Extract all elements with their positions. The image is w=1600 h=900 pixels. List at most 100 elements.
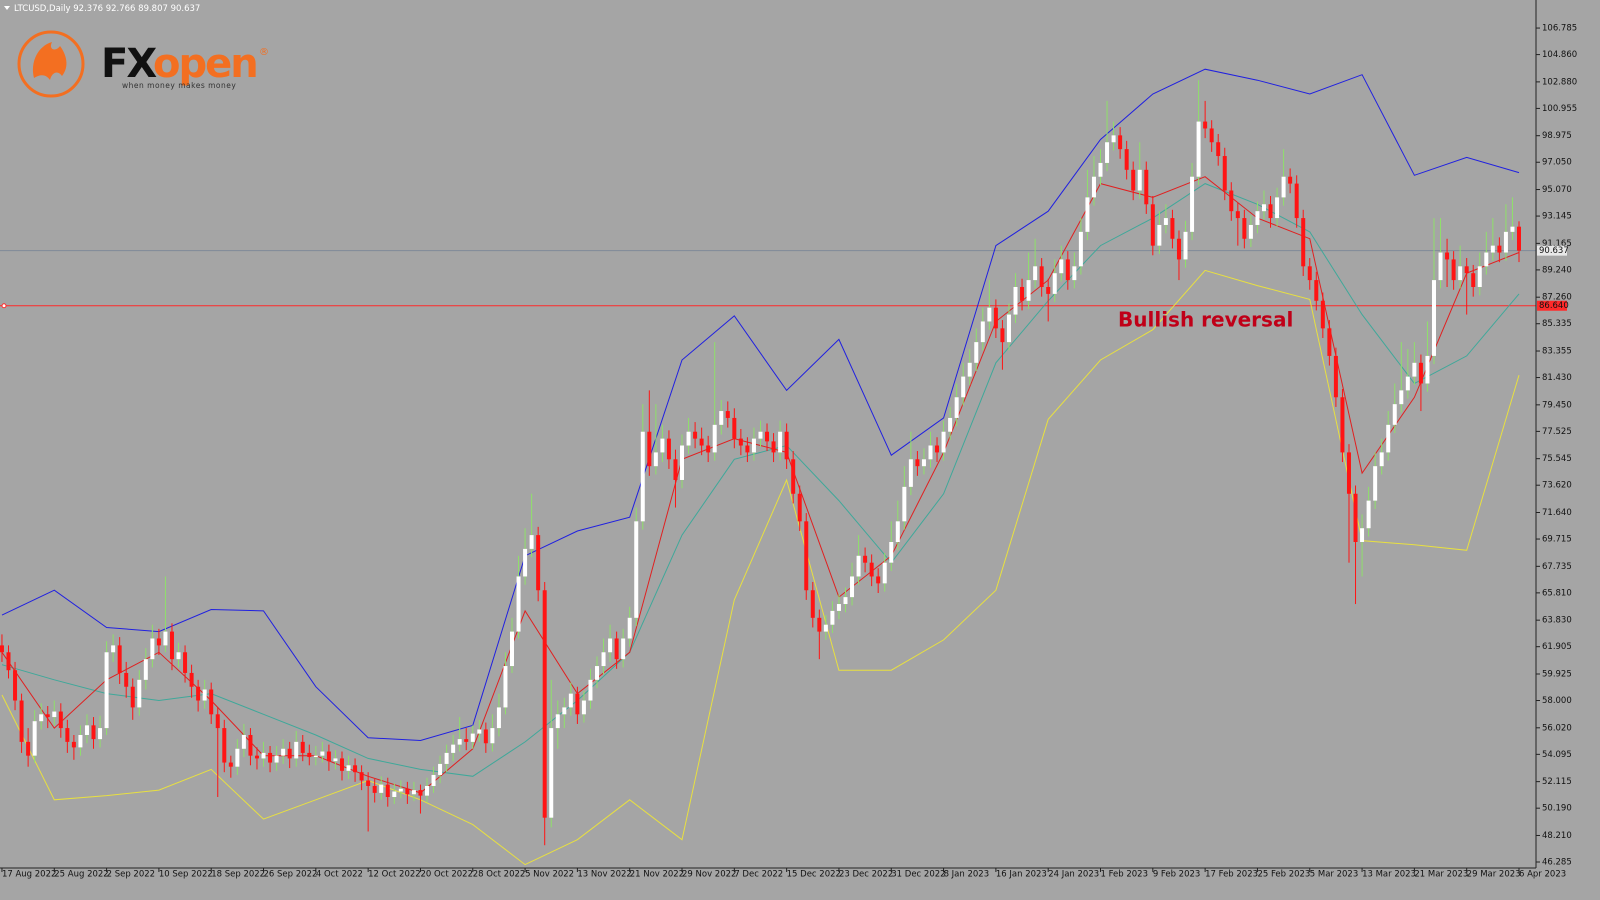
plot-area (0, 68, 1536, 866)
x-tick-label: 23 Dec 2022 (839, 870, 893, 880)
candle-body (627, 617, 632, 639)
x-tick-label: 16 Jan 2023 (996, 870, 1047, 880)
candle-body (1144, 169, 1149, 205)
candle-body (608, 638, 613, 653)
candle-body (1046, 286, 1051, 294)
candle-body (725, 411, 730, 418)
candle-body (908, 459, 913, 487)
logo-registered: ® (259, 47, 269, 58)
candle-body (248, 734, 253, 756)
candle-body (398, 788, 403, 792)
candle-body (1078, 231, 1083, 267)
candle-body (660, 438, 665, 453)
candle-body (889, 542, 894, 563)
level-label-bg (1537, 300, 1567, 311)
x-tick-label: 7 Dec 2022 (734, 870, 783, 880)
candle-body (111, 645, 116, 653)
candle-body (1431, 280, 1436, 356)
candle-body (392, 791, 397, 798)
candle-body (1425, 355, 1430, 384)
candle-body (78, 734, 83, 748)
candle-body (1000, 328, 1005, 343)
x-tick-label: 28 Oct 2022 (473, 870, 526, 880)
candle-body (719, 411, 724, 425)
candle-body (745, 445, 750, 453)
y-tick-label: 59.925 (1542, 669, 1572, 679)
candle-body (307, 752, 312, 758)
candle-body (339, 758, 344, 771)
candle-body (202, 689, 207, 701)
candle-body (542, 590, 547, 818)
candle-body (621, 638, 626, 660)
candle-body (1301, 218, 1306, 267)
candle-body (189, 672, 194, 687)
candle-body (235, 748, 240, 767)
candle-body (1222, 156, 1227, 191)
candle-body (359, 772, 364, 781)
candle-body (1438, 252, 1443, 281)
candle-body (215, 714, 220, 729)
candle-body (536, 535, 541, 591)
candle-body (974, 342, 979, 363)
candle-body (1209, 128, 1214, 143)
candle-body (1170, 218, 1175, 239)
level-anchor (1, 303, 7, 309)
indicator-line (1, 68, 1520, 742)
candle-body (850, 576, 855, 598)
y-tick-label: 77.525 (1542, 427, 1572, 437)
candle-body (65, 728, 70, 742)
x-tick-label: 6 Apr 2023 (1519, 870, 1566, 880)
candle-body (52, 711, 57, 718)
candle-body (117, 645, 122, 673)
candle-body (1013, 286, 1018, 315)
candle-body (13, 670, 18, 701)
y-tick-label: 97.050 (1542, 158, 1572, 168)
candle-body (294, 741, 299, 759)
x-tick-label: 31 Dec 2022 (891, 870, 945, 880)
candle-body (575, 693, 580, 715)
candle-body (346, 765, 351, 771)
candle-body (183, 652, 188, 673)
candle-body (1203, 121, 1208, 129)
candle-body (549, 728, 554, 818)
candle-body (281, 748, 286, 756)
x-tick-label: 26 Sep 2022 (264, 870, 318, 880)
candle-body (1111, 135, 1116, 143)
candle-body (1451, 259, 1456, 281)
y-tick-label: 106.785 (1542, 24, 1577, 34)
candle-body (510, 631, 514, 667)
y-tick-label: 81.430 (1542, 373, 1572, 383)
candle-body (1379, 452, 1384, 467)
candle-body (1503, 231, 1508, 253)
candle-body (1392, 404, 1397, 425)
candle-body (817, 617, 822, 632)
candle-body (915, 459, 920, 467)
candle-body (1353, 493, 1358, 543)
candle-body (1072, 266, 1077, 281)
candle-body (1320, 300, 1325, 329)
candle-body (1091, 176, 1096, 198)
candle-body (1124, 149, 1129, 170)
candle-body (254, 755, 259, 759)
candle-body (1196, 121, 1201, 177)
candle-body (1163, 218, 1168, 225)
candle-body (797, 493, 802, 522)
candle-body (490, 728, 495, 744)
x-tick-label: 5 Mar 2023 (1310, 870, 1358, 880)
y-tick-label: 83.355 (1542, 347, 1572, 357)
candle-body (222, 728, 227, 763)
indicator-line (1, 183, 1520, 777)
candle-body (1183, 231, 1188, 260)
candle-body (130, 686, 135, 708)
candle-body (948, 417, 953, 432)
x-tick-label: 17 Feb 2023 (1205, 870, 1258, 880)
candle-body (58, 711, 63, 729)
candle-body (1360, 528, 1365, 543)
candle-body (32, 721, 37, 756)
candle-body (1307, 266, 1312, 281)
candle-body (732, 417, 737, 439)
candle-body (287, 748, 292, 759)
candle-body (1176, 238, 1181, 260)
symbol-header: LTCUSD,Daily 92.376 92.766 89.807 90.637 (14, 4, 200, 14)
